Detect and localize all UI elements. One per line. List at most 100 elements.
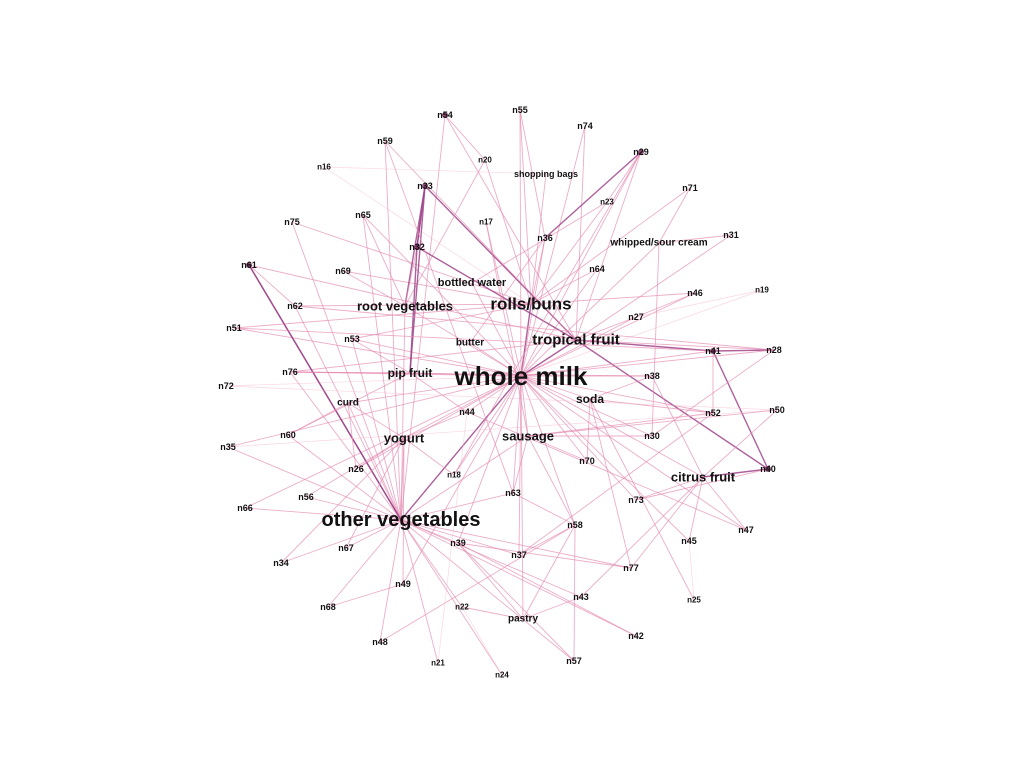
node-label-n73: n73 (628, 495, 644, 505)
edge-n32-n33 (416, 185, 426, 248)
edge-n61-n62 (248, 264, 296, 307)
node-label-n18: n18 (447, 471, 461, 480)
edge-sausage-n52 (527, 412, 714, 437)
edge-n29-n36 (544, 151, 642, 239)
edge-other_veg-n56 (305, 496, 402, 521)
node-label-n58: n58 (567, 520, 583, 530)
node-label-n38: n38 (644, 371, 660, 381)
edge-pastry-n43 (522, 596, 582, 620)
node-label-whole-milk: whole milk (454, 361, 588, 391)
node-label-n21: n21 (431, 659, 445, 668)
edge-layer (225, 109, 778, 676)
edge-rolls-n71 (530, 187, 691, 305)
node-label-tropical: tropical fruit (532, 332, 620, 349)
edge-other_veg-n42 (400, 519, 637, 637)
edge-citrus-n47 (702, 476, 747, 531)
edge-n68-n49 (327, 583, 404, 608)
edge-n29-tropical (575, 151, 642, 341)
edge-tropical-n28 (575, 339, 775, 351)
edge-n35-n50 (227, 409, 778, 448)
edge-root_veg-n69 (342, 270, 406, 307)
edge-n59-n63 (384, 140, 514, 494)
node-label-n44: n44 (459, 407, 475, 417)
edge-other_veg-n77 (400, 519, 632, 569)
node-label-bottled: bottled water (438, 277, 507, 289)
edge-other_veg-root_veg (400, 305, 406, 521)
edge-soda-n77 (589, 398, 632, 569)
node-label-n24: n24 (495, 671, 509, 680)
node-dot-n40 (765, 466, 771, 472)
node-label-n53: n53 (344, 334, 360, 344)
edge-other_veg-n63 (400, 492, 514, 521)
edge-sausage-n70 (527, 435, 588, 462)
node-label-n75: n75 (284, 217, 300, 227)
edge-n62-n28 (294, 305, 775, 351)
node-label-n45: n45 (681, 536, 697, 546)
edge-n32-pip (409, 246, 418, 374)
node-label-n59: n59 (377, 136, 393, 146)
node-dot-n54 (442, 112, 448, 118)
node-dot-n29 (638, 149, 644, 155)
edge-tropical-n27 (575, 316, 637, 341)
edge-other_veg-sausage (400, 435, 529, 521)
node-label-n71: n71 (682, 183, 698, 193)
node-label-n23: n23 (600, 198, 614, 207)
edge-whole_milk-n51 (233, 327, 522, 377)
edge-n39-n57 (457, 542, 575, 662)
edge-n29-n23 (606, 151, 642, 203)
edge-whipped-n71 (658, 187, 691, 244)
node-label-n69: n69 (335, 266, 351, 276)
edge-sausage-n63 (512, 435, 529, 494)
node-label-n55: n55 (512, 105, 528, 115)
edge-yogurt-n18 (403, 437, 455, 476)
node-label-n63: n63 (505, 488, 521, 498)
node-label-n56: n56 (298, 492, 314, 502)
node-label-n25: n25 (687, 596, 701, 605)
edge-whole_milk-whipped (520, 242, 660, 377)
node-label-n54: n54 (437, 110, 453, 120)
edge-pastry-n39 (457, 542, 524, 620)
edge-whole_milk-n58 (520, 375, 576, 526)
edge-rolls-n16 (323, 166, 532, 305)
edge-tropical-n31 (575, 234, 732, 341)
node-dot-layer (246, 112, 771, 472)
node-label-n31: n31 (723, 230, 739, 240)
node-label-n50: n50 (769, 405, 785, 415)
edge-rolls-n46 (530, 292, 696, 305)
node-label-root-veg: root vegetables (357, 299, 453, 314)
edge-yogurt-n49 (402, 437, 405, 585)
edge-n24-n22 (461, 606, 503, 676)
node-label-n47: n47 (738, 525, 754, 535)
node-label-n49: n49 (395, 579, 411, 589)
edge-whole_milk-n55 (519, 109, 522, 377)
edge-tropical-n41 (575, 339, 714, 352)
edge-soda-n38 (589, 375, 653, 400)
edge-butter-n36 (469, 237, 546, 344)
node-label-n62: n62 (287, 301, 303, 311)
edge-whole_milk-butter (469, 342, 522, 377)
edge-n58-n57 (573, 524, 576, 662)
node-label-curd: curd (337, 398, 359, 409)
edge-yogurt-n56 (305, 437, 405, 498)
edge-n19-n27 (635, 289, 763, 318)
node-label-n43: n43 (573, 592, 589, 602)
edge-n48-n58 (379, 524, 576, 643)
edge-pip-n44 (409, 372, 468, 413)
node-label-n27: n27 (628, 312, 644, 322)
node-label-n74: n74 (577, 121, 593, 131)
edge-n18-n29 (453, 151, 642, 476)
node-label-rolls: rolls/buns (490, 295, 571, 314)
edge-whole_milk-n72 (225, 375, 522, 387)
edge-tropical-n74 (575, 125, 586, 341)
edge-curd-n60 (287, 402, 349, 436)
node-label-n19: n19 (755, 286, 769, 295)
node-label-n57: n57 (566, 656, 582, 666)
edge-root_veg-n20 (404, 159, 486, 307)
edge-sausage-n58 (527, 435, 576, 526)
edge-other_veg-n76 (289, 371, 402, 521)
edge-tropical-n59 (384, 140, 577, 341)
edge-n39-n77 (457, 542, 632, 569)
edge-n72-n50 (225, 385, 778, 411)
label-layer: whole milk other vegetables rolls/buns trop… (218, 105, 785, 680)
edge-n46-n27 (635, 292, 696, 318)
